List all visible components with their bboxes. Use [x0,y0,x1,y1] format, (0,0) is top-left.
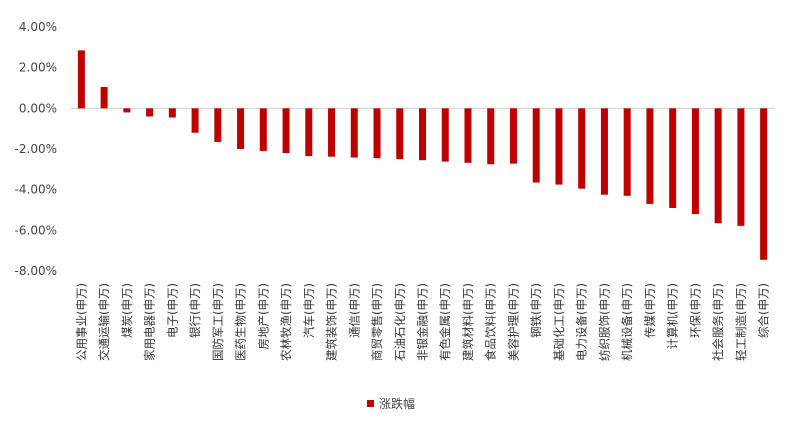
y-tick-label: -8.00% [15,264,57,278]
bar [305,108,313,157]
x-category-label: 轻工制造(申万) [734,283,748,361]
bar [100,86,108,109]
bar [146,108,154,117]
x-category-label: 石油石化(申万) [393,283,407,361]
x-category-label: 电子(申万) [165,283,179,338]
bar [532,108,540,183]
x-category-label: 交通运输(申万) [97,283,111,361]
x-category-label: 综合(申万) [757,283,771,338]
legend-swatch [367,400,374,407]
bar [214,108,222,142]
x-category-label: 医药生物(申万) [234,283,248,361]
x-category-label: 纺织服饰(申万) [597,283,611,361]
bar [555,108,563,185]
x-category-label: 传媒(申万) [643,283,657,338]
bar [669,108,677,208]
x-category-label: 食品饮料(申万) [484,283,498,361]
bar [600,108,608,195]
x-category-label: 建筑装饰(申万) [325,283,339,361]
bar [760,108,768,260]
bar [396,108,404,160]
x-category-label: 房地产(申万) [256,283,270,349]
y-axis-ticks: 4.00% 2.00% 0.00% -2.00% -4.00% -6.00% -8.00% [15,20,57,278]
x-category-label: 基础化工(申万) [552,283,566,361]
x-category-label: 农林牧渔(申万) [279,283,293,361]
bar [259,108,267,152]
bar [373,108,381,159]
x-category-label: 汽车(申万) [302,283,316,338]
x-category-label: 公用事业(申万) [74,283,88,361]
bar [419,108,426,161]
bar [328,108,336,157]
legend-label: 涨跌幅 [379,397,416,411]
x-category-label: 钢铁(申万) [529,283,543,338]
bar [714,108,722,224]
x-category-label: 环保(申万) [688,283,702,338]
x-category-label: 商贸零售(申万) [370,283,384,361]
bars [77,50,768,260]
bar [487,108,495,165]
y-tick-label: 0.00% [19,101,57,115]
bar [77,50,85,109]
x-category-label: 社会服务(申万) [711,283,725,361]
bar [441,108,449,162]
bar [282,108,290,154]
y-tick-label: 2.00% [19,61,57,75]
x-category-label: 美容护理(申万) [506,283,520,361]
x-category-label: 煤炭(申万) [120,283,134,338]
x-category-label: 机械设备(申万) [620,283,634,361]
x-category-label: 计算机(申万) [666,283,680,349]
y-tick-label: -6.00% [15,223,57,237]
bar [350,108,358,158]
bar [464,108,472,163]
y-tick-label: -4.00% [15,183,57,197]
bar [646,108,654,204]
x-category-label: 家用电器(申万) [143,283,157,361]
x-category-label: 电力设备(申万) [575,283,589,361]
x-category-label: 通信(申万) [347,283,361,338]
bar [509,108,517,164]
legend: 涨跌幅 [367,395,415,412]
bar [737,108,745,226]
bar [191,108,199,133]
x-category-label: 建筑材料(申万) [461,283,475,361]
bar [578,108,586,189]
y-tick-label: -2.00% [15,142,57,156]
x-category-label: 国防军工(申万) [211,283,225,361]
bar [691,108,699,215]
x-category-label: 有色金属(申万) [438,283,452,361]
bar [168,108,176,118]
x-category-label: 非银金融(申万) [416,283,430,361]
bar [237,108,245,149]
x-category-label: 银行(申万) [188,283,202,338]
x-axis-category-labels: 公用事业(申万) 交通运输(申万) 煤炭(申万) 家用电器(申万) 电子(申万) 银行(申… [74,283,770,361]
bar [123,108,131,113]
y-tick-label: 4.00% [19,20,57,34]
bar [623,108,631,196]
